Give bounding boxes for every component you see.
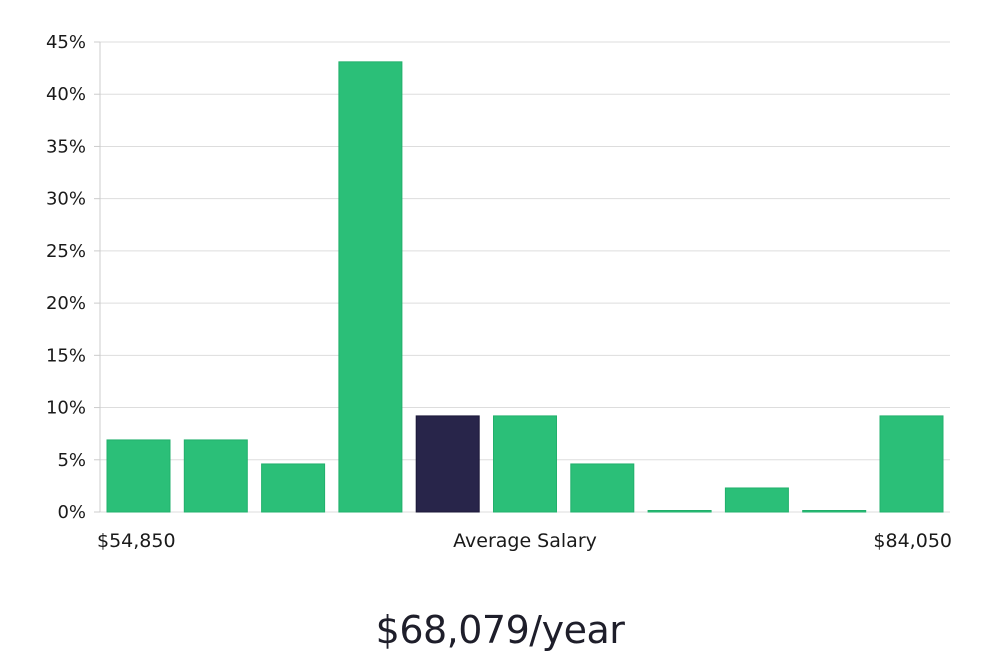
bar — [261, 463, 326, 513]
x-max-label: $84,050 — [873, 530, 952, 552]
bar — [338, 61, 403, 513]
y-tick-label: 45% — [46, 32, 86, 53]
bar — [570, 463, 635, 513]
y-tick-label: 40% — [46, 84, 86, 105]
x-min-label: $54,850 — [97, 530, 176, 552]
bars — [106, 61, 944, 513]
bar — [802, 510, 867, 513]
bar — [724, 487, 789, 513]
bar — [106, 439, 171, 513]
bar-highlight — [415, 415, 480, 513]
x-center-label: Average Salary — [453, 530, 597, 552]
bar — [879, 415, 944, 513]
salary-histogram: 0% 5% 10% 15% 20% 25% 30% 35% 40% 45% $54,850 Ave… — [46, 32, 952, 552]
y-tick-label: 20% — [46, 293, 86, 314]
average-salary-value: $68,079/year — [375, 608, 625, 652]
y-tick-label: 35% — [46, 136, 86, 157]
y-tick-label: 30% — [46, 189, 86, 210]
bar — [183, 439, 248, 513]
bar — [493, 415, 557, 513]
y-tick-label: 25% — [46, 241, 86, 262]
y-tick-label: 5% — [57, 450, 86, 471]
y-tick-label: 15% — [46, 345, 86, 366]
y-tick-label: 0% — [57, 502, 86, 523]
y-axis-ticks: 0% 5% 10% 15% 20% 25% 30% 35% 40% 45% — [46, 32, 100, 523]
y-tick-label: 10% — [46, 398, 86, 419]
bar — [647, 510, 712, 513]
